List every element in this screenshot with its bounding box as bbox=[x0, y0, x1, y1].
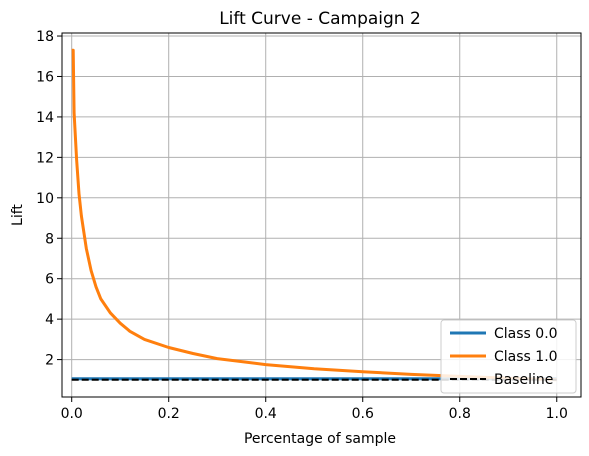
chart-title: Lift Curve - Campaign 2 bbox=[219, 9, 421, 29]
x-tick-label: 0.6 bbox=[352, 406, 374, 422]
grid bbox=[62, 33, 581, 397]
x-axis-label: Percentage of sample bbox=[244, 431, 396, 447]
y-tick-label: 8 bbox=[45, 231, 54, 247]
legend-label-baseline: Baseline bbox=[494, 372, 553, 388]
y-tick-label: 2 bbox=[45, 353, 54, 369]
series-line-class-1-0 bbox=[71, 48, 557, 382]
legend: Class 0.0 Class 1.0 Baseline bbox=[440, 319, 577, 394]
y-axis-label: Lift bbox=[10, 204, 26, 226]
y-tick-label: 10 bbox=[36, 191, 54, 207]
y-tick-label: 16 bbox=[36, 69, 54, 85]
y-tick-label: 18 bbox=[36, 29, 54, 45]
y-tick-label: 12 bbox=[36, 150, 54, 166]
x-tick-label: 0.4 bbox=[255, 406, 277, 422]
y-tick-label: 4 bbox=[45, 312, 54, 328]
x-tick-label: 1.0 bbox=[546, 406, 568, 422]
plot-frame bbox=[61, 32, 582, 398]
x-tick-label: 0.0 bbox=[61, 406, 83, 422]
legend-label-class-0: Class 0.0 bbox=[494, 326, 558, 342]
legend-label-class-1: Class 1.0 bbox=[494, 349, 558, 365]
y-tick-label: 6 bbox=[45, 272, 54, 288]
x-tick-label: 0.8 bbox=[449, 406, 471, 422]
axis-ticks: 0.0 0.2 0.4 0.6 0.8 1.0 2 4 6 8 10 12 14 16 18 bbox=[36, 29, 568, 422]
x-tick-label: 0.2 bbox=[158, 406, 180, 422]
y-tick-label: 14 bbox=[36, 110, 54, 126]
legend-box bbox=[440, 319, 577, 394]
